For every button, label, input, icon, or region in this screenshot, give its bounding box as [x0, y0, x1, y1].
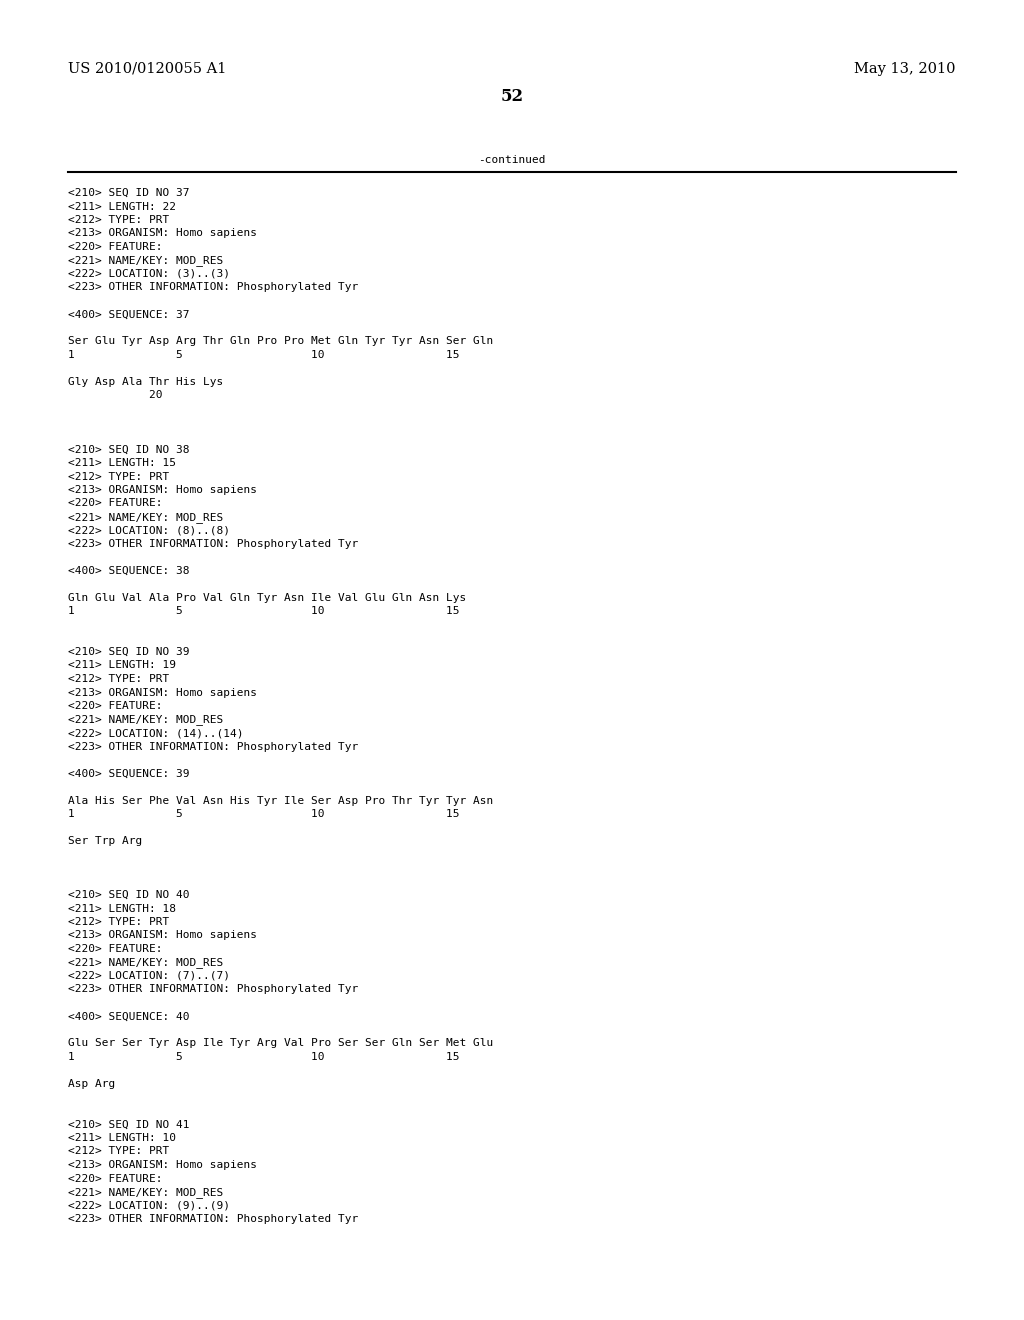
Text: <223> OTHER INFORMATION: Phosphorylated Tyr: <223> OTHER INFORMATION: Phosphorylated …: [68, 985, 358, 994]
Text: <222> LOCATION: (9)..(9): <222> LOCATION: (9)..(9): [68, 1200, 230, 1210]
Text: <221> NAME/KEY: MOD_RES: <221> NAME/KEY: MOD_RES: [68, 1187, 223, 1199]
Text: Ala His Ser Phe Val Asn His Tyr Ile Ser Asp Pro Thr Tyr Tyr Asn: Ala His Ser Phe Val Asn His Tyr Ile Ser …: [68, 796, 494, 805]
Text: <221> NAME/KEY: MOD_RES: <221> NAME/KEY: MOD_RES: [68, 714, 223, 726]
Text: 52: 52: [501, 88, 523, 106]
Text: <223> OTHER INFORMATION: Phosphorylated Tyr: <223> OTHER INFORMATION: Phosphorylated …: [68, 539, 358, 549]
Text: <211> LENGTH: 18: <211> LENGTH: 18: [68, 903, 176, 913]
Text: Gly Asp Ala Thr His Lys: Gly Asp Ala Thr His Lys: [68, 378, 223, 387]
Text: <210> SEQ ID NO 40: <210> SEQ ID NO 40: [68, 890, 189, 900]
Text: May 13, 2010: May 13, 2010: [854, 62, 956, 77]
Text: 1               5                   10                  15: 1 5 10 15: [68, 809, 460, 818]
Text: <210> SEQ ID NO 37: <210> SEQ ID NO 37: [68, 187, 189, 198]
Text: Asp Arg: Asp Arg: [68, 1078, 116, 1089]
Text: <221> NAME/KEY: MOD_RES: <221> NAME/KEY: MOD_RES: [68, 957, 223, 969]
Text: <223> OTHER INFORMATION: Phosphorylated Tyr: <223> OTHER INFORMATION: Phosphorylated …: [68, 1214, 358, 1224]
Text: <222> LOCATION: (14)..(14): <222> LOCATION: (14)..(14): [68, 729, 244, 738]
Text: <221> NAME/KEY: MOD_RES: <221> NAME/KEY: MOD_RES: [68, 512, 223, 523]
Text: <210> SEQ ID NO 38: <210> SEQ ID NO 38: [68, 445, 189, 454]
Text: <400> SEQUENCE: 37: <400> SEQUENCE: 37: [68, 309, 189, 319]
Text: <220> FEATURE:: <220> FEATURE:: [68, 701, 163, 711]
Text: <400> SEQUENCE: 38: <400> SEQUENCE: 38: [68, 566, 189, 576]
Text: <211> LENGTH: 10: <211> LENGTH: 10: [68, 1133, 176, 1143]
Text: <213> ORGANISM: Homo sapiens: <213> ORGANISM: Homo sapiens: [68, 228, 257, 239]
Text: <223> OTHER INFORMATION: Phosphorylated Tyr: <223> OTHER INFORMATION: Phosphorylated …: [68, 282, 358, 293]
Text: Ser Glu Tyr Asp Arg Thr Gln Pro Pro Met Gln Tyr Tyr Asn Ser Gln: Ser Glu Tyr Asp Arg Thr Gln Pro Pro Met …: [68, 337, 494, 346]
Text: <222> LOCATION: (3)..(3): <222> LOCATION: (3)..(3): [68, 269, 230, 279]
Text: <211> LENGTH: 19: <211> LENGTH: 19: [68, 660, 176, 671]
Text: <213> ORGANISM: Homo sapiens: <213> ORGANISM: Homo sapiens: [68, 1160, 257, 1170]
Text: 1               5                   10                  15: 1 5 10 15: [68, 350, 460, 360]
Text: <213> ORGANISM: Homo sapiens: <213> ORGANISM: Homo sapiens: [68, 484, 257, 495]
Text: <221> NAME/KEY: MOD_RES: <221> NAME/KEY: MOD_RES: [68, 256, 223, 267]
Text: 20: 20: [68, 391, 163, 400]
Text: 1               5                   10                  15: 1 5 10 15: [68, 1052, 460, 1063]
Text: <210> SEQ ID NO 41: <210> SEQ ID NO 41: [68, 1119, 189, 1130]
Text: <223> OTHER INFORMATION: Phosphorylated Tyr: <223> OTHER INFORMATION: Phosphorylated …: [68, 742, 358, 751]
Text: Glu Ser Ser Tyr Asp Ile Tyr Arg Val Pro Ser Ser Gln Ser Met Glu: Glu Ser Ser Tyr Asp Ile Tyr Arg Val Pro …: [68, 1039, 494, 1048]
Text: -continued: -continued: [478, 154, 546, 165]
Text: 1               5                   10                  15: 1 5 10 15: [68, 606, 460, 616]
Text: US 2010/0120055 A1: US 2010/0120055 A1: [68, 62, 226, 77]
Text: <212> TYPE: PRT: <212> TYPE: PRT: [68, 675, 169, 684]
Text: <213> ORGANISM: Homo sapiens: <213> ORGANISM: Homo sapiens: [68, 688, 257, 697]
Text: <213> ORGANISM: Homo sapiens: <213> ORGANISM: Homo sapiens: [68, 931, 257, 940]
Text: <211> LENGTH: 15: <211> LENGTH: 15: [68, 458, 176, 469]
Text: <212> TYPE: PRT: <212> TYPE: PRT: [68, 917, 169, 927]
Text: <211> LENGTH: 22: <211> LENGTH: 22: [68, 202, 176, 211]
Text: <220> FEATURE:: <220> FEATURE:: [68, 944, 163, 954]
Text: <212> TYPE: PRT: <212> TYPE: PRT: [68, 1147, 169, 1156]
Text: <212> TYPE: PRT: <212> TYPE: PRT: [68, 215, 169, 224]
Text: <222> LOCATION: (7)..(7): <222> LOCATION: (7)..(7): [68, 972, 230, 981]
Text: Ser Trp Arg: Ser Trp Arg: [68, 836, 142, 846]
Text: <222> LOCATION: (8)..(8): <222> LOCATION: (8)..(8): [68, 525, 230, 536]
Text: <210> SEQ ID NO 39: <210> SEQ ID NO 39: [68, 647, 189, 657]
Text: <220> FEATURE:: <220> FEATURE:: [68, 499, 163, 508]
Text: <400> SEQUENCE: 40: <400> SEQUENCE: 40: [68, 1011, 189, 1022]
Text: <212> TYPE: PRT: <212> TYPE: PRT: [68, 471, 169, 482]
Text: <220> FEATURE:: <220> FEATURE:: [68, 1173, 163, 1184]
Text: <220> FEATURE:: <220> FEATURE:: [68, 242, 163, 252]
Text: Gln Glu Val Ala Pro Val Gln Tyr Asn Ile Val Glu Gln Asn Lys: Gln Glu Val Ala Pro Val Gln Tyr Asn Ile …: [68, 593, 466, 603]
Text: <400> SEQUENCE: 39: <400> SEQUENCE: 39: [68, 768, 189, 779]
